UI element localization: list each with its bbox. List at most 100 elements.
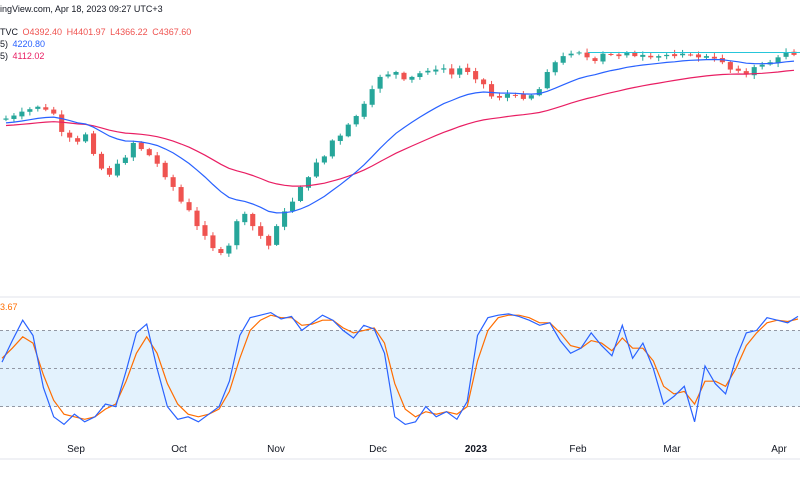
oscillator-value: 3.67 — [0, 302, 18, 312]
oscillator-levels — [0, 329, 800, 408]
candle-body — [138, 142, 144, 150]
ma-slow-suffix: 5) — [0, 51, 9, 61]
candle-body — [504, 94, 511, 98]
ohlc-legend: TVC O4392.40 H4401.97 L4366.22 C4367.60 — [0, 27, 193, 38]
candle-body — [664, 54, 670, 57]
candle-body — [695, 54, 702, 58]
candle-body — [743, 71, 749, 75]
candle-body — [297, 186, 304, 201]
candle-body — [648, 55, 654, 58]
candle-body — [791, 51, 797, 55]
time-axis-label: Dec — [369, 444, 387, 455]
close-value: C4367.60 — [152, 27, 192, 37]
ma-slow-legend: 5) 4112.02 — [0, 51, 46, 62]
oscillator-k-line — [1, 311, 799, 426]
candle-body — [520, 94, 526, 99]
open-value: O4392.40 — [22, 27, 63, 37]
candle-body — [202, 225, 208, 236]
candle-body — [345, 124, 351, 137]
candle-body — [282, 211, 288, 227]
candle-body — [258, 226, 264, 236]
time-axis-label: 2023 — [465, 444, 488, 455]
source-text: ingView.com, Apr 18, 2023 09:27 UTC+3 — [0, 4, 163, 14]
candle-body — [361, 103, 367, 117]
candle-body — [465, 67, 471, 73]
candle-body — [274, 226, 280, 245]
candle-body — [751, 67, 757, 76]
candle-body — [186, 202, 192, 211]
candle-body — [512, 94, 518, 96]
candle-body — [59, 114, 65, 132]
candle-body — [632, 52, 638, 57]
candle-body — [266, 235, 272, 246]
candle-body — [75, 138, 81, 142]
candle-body — [481, 79, 487, 85]
time-axis-label: Apr — [771, 444, 787, 455]
candle-body — [377, 76, 383, 89]
candle-body — [83, 134, 89, 142]
candle-body — [672, 54, 678, 57]
time-axis-label: Oct — [171, 444, 187, 455]
candle-body — [98, 153, 105, 169]
candle-body — [576, 52, 582, 54]
candle-body — [289, 201, 296, 212]
ma-fast-suffix: 5) — [0, 39, 9, 49]
candle-body — [560, 56, 566, 63]
candle-body — [687, 54, 694, 56]
ma-fast-line — [5, 58, 795, 214]
candle-body — [154, 155, 160, 164]
candle-body — [67, 132, 73, 138]
candle-body — [393, 72, 399, 75]
time-axis-labels: Sep Oct Nov Dec 2023 Feb Mar Apr — [67, 444, 787, 455]
candle-body — [680, 53, 686, 56]
candle-body — [242, 213, 248, 223]
high-value: H4401.97 — [66, 27, 106, 37]
candle-body — [114, 163, 120, 176]
candle-body — [210, 235, 216, 249]
candle-body — [122, 157, 128, 163]
candle-body — [170, 177, 176, 187]
candle-body — [544, 72, 550, 89]
candlestick-series — [3, 48, 797, 257]
candle-body — [369, 89, 375, 105]
candle-body — [568, 53, 574, 56]
candle-body — [250, 213, 256, 227]
candle-body — [226, 245, 232, 254]
candle-body — [3, 118, 9, 120]
candle-body — [401, 72, 407, 80]
time-axis-label: Sep — [67, 444, 85, 455]
candle-body — [441, 68, 447, 70]
ma-fast-legend: 5) 4220.80 — [0, 39, 47, 50]
candle-body — [735, 68, 741, 71]
candle-body — [234, 221, 240, 246]
time-axis-label: Mar — [663, 444, 681, 455]
candle-body — [488, 84, 495, 97]
candle-body — [35, 106, 41, 109]
chart-source-line: ingView.com, Apr 18, 2023 09:27 UTC+3 — [0, 4, 165, 15]
candle-body — [90, 133, 97, 154]
candle-body — [703, 56, 710, 58]
candle-body — [536, 89, 542, 96]
candle-body — [313, 162, 319, 177]
ma-fast-value: 4220.80 — [12, 39, 46, 49]
candle-body — [130, 142, 136, 158]
candle-body — [43, 107, 49, 110]
candle-body — [584, 52, 590, 58]
candle-body — [496, 95, 503, 98]
time-axis-label: Nov — [267, 444, 285, 455]
candle-body — [194, 210, 200, 227]
candle-body — [616, 54, 622, 57]
candle-body — [528, 95, 534, 99]
candle-body — [409, 76, 415, 80]
candle-body — [305, 177, 312, 188]
candle-body — [417, 73, 423, 78]
symbol-label: TVC — [0, 27, 18, 37]
candle-body — [608, 53, 614, 55]
candle-body — [27, 109, 33, 112]
candle-body — [759, 64, 765, 67]
candle-body — [433, 69, 439, 72]
candle-body — [783, 52, 789, 57]
candle-body — [337, 135, 343, 142]
candle-body — [624, 52, 630, 56]
candle-body — [178, 187, 184, 202]
